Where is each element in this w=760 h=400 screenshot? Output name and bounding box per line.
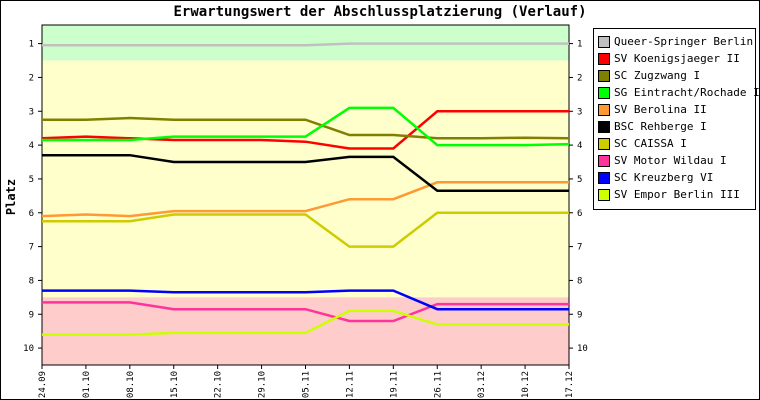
legend-label: SG Eintracht/Rochade I (614, 86, 760, 99)
legend-label: BSC Rehberge I (614, 120, 707, 133)
x-tick-label: 26.11 (433, 371, 443, 398)
y-tick-label: 5 (577, 175, 582, 185)
x-tick-label: 15.10 (170, 371, 180, 398)
y-tick-label: 4 (577, 141, 582, 151)
legend-label: SC Kreuzberg VI (614, 171, 714, 184)
legend-swatch (598, 53, 610, 65)
x-tick-label: 24.09 (38, 371, 48, 398)
legend-label: SC Zugzwang I (614, 69, 701, 82)
series-line (42, 211, 569, 248)
y-tick-label: 4 (29, 141, 34, 151)
series-line (42, 106, 570, 147)
y-tick-label: 10 (577, 344, 588, 354)
x-tick-label: 22.10 (214, 371, 224, 398)
background-band (42, 60, 569, 298)
y-tick-label: 8 (29, 276, 34, 286)
x-tick-label: 05.11 (302, 371, 312, 398)
y-tick-label: 3 (29, 107, 34, 117)
y-tick-label: 1 (29, 40, 34, 50)
x-tick-label: 12.11 (345, 371, 355, 398)
x-tick-label: 03.12 (477, 371, 487, 398)
legend-swatch (598, 87, 610, 99)
legend-swatch (598, 155, 610, 167)
y-tick-label: 7 (29, 243, 34, 253)
legend-swatch (598, 138, 610, 150)
y-tick-label: 6 (29, 209, 34, 219)
legend-swatch (598, 121, 610, 133)
series-line (42, 301, 569, 323)
legend-swatch (598, 172, 610, 184)
x-tick-label: 10.12 (521, 371, 531, 398)
series-line (42, 309, 569, 336)
legend-label: SC CAISSA I (614, 137, 687, 150)
x-tick-label: 17.12 (565, 371, 575, 398)
x-tick-label: 29.10 (258, 371, 268, 398)
legend-label: SV Berolina II (614, 103, 707, 116)
y-tick-label: 10 (23, 344, 34, 354)
y-tick-label: 8 (577, 276, 582, 286)
y-tick-label: 2 (29, 73, 34, 83)
legend-label: Queer-Springer Berlin I (614, 35, 760, 48)
series-line (42, 289, 569, 311)
y-tick-label: 5 (29, 175, 34, 185)
y-tick-label: 1 (577, 40, 582, 50)
legend-swatch (598, 36, 610, 48)
legend-swatch (598, 70, 610, 82)
series-line (42, 116, 570, 140)
x-tick-label: 19.11 (389, 371, 399, 398)
legend-label: SV Motor Wildau I (614, 154, 727, 167)
y-tick-label: 2 (577, 73, 582, 83)
x-tick-label: 01.10 (82, 371, 92, 398)
x-tick-label: 08.10 (126, 371, 136, 398)
legend-swatch (598, 189, 610, 201)
y-tick-label: 6 (577, 209, 582, 219)
chart-title: Erwartungswert der Abschlussplatzierung … (173, 4, 587, 20)
y-tick-label: 9 (29, 310, 34, 320)
y-tick-label: 9 (577, 310, 582, 320)
legend: Queer-Springer Berlin I SV Koenigsjaeger … (593, 28, 760, 210)
legend-label: SV Koenigsjaeger II (614, 52, 740, 65)
series-line (41, 181, 569, 218)
series-line (42, 153, 569, 193)
legend-label: SV Empor Berlin III (614, 188, 740, 201)
series-line (41, 110, 569, 150)
y-tick-label: 7 (577, 243, 582, 253)
y-tick-label: 3 (577, 107, 582, 117)
series-line (42, 42, 569, 47)
background-band (42, 297, 569, 365)
legend-swatch (598, 104, 610, 116)
